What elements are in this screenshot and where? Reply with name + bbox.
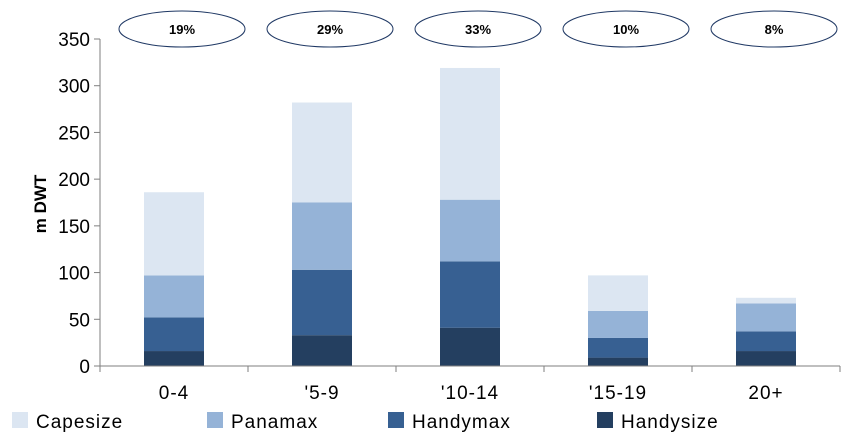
bar-panamax-20 — [736, 303, 796, 332]
bar-handymax-10-14 — [440, 261, 500, 328]
bar-panamax-15-19 — [588, 310, 648, 338]
bar-handysize-10-14 — [440, 327, 500, 366]
legend-swatch-handysize — [597, 412, 613, 428]
bar-capesize-5-9 — [292, 102, 352, 203]
y-tick-label: 250 — [58, 123, 90, 144]
bar-handymax-20 — [736, 331, 796, 352]
annotation-group: 19% 29% 33% 10% 8% — [118, 10, 838, 48]
annotation-ellipse — [562, 10, 690, 48]
x-tick-label: '10-14 — [441, 383, 499, 404]
bar-group — [144, 67, 796, 366]
legend-swatch-handymax — [388, 412, 404, 428]
legend: Capesize Panamax Handymax Handysize — [12, 412, 719, 433]
x-tick-label: '15-19 — [589, 383, 647, 404]
y-tick-label: 0 — [79, 357, 90, 378]
annotation-label: 19% — [169, 22, 195, 37]
bar-handymax-15-19 — [588, 337, 648, 358]
axes-group: 0 50 100 150 200 250 300 350 0-4 '5-9 '10-14 '15-19… — [58, 30, 841, 404]
annotation-ellipse — [414, 10, 542, 48]
bar-handysize-20 — [736, 351, 796, 366]
y-tick-label: 200 — [58, 170, 90, 191]
y-tick-label: 150 — [58, 217, 90, 238]
x-tick-label: 0-4 — [159, 383, 189, 404]
y-tick-label: 100 — [58, 264, 90, 285]
legend-swatch-capesize — [12, 412, 28, 428]
annotation-label: 8% — [765, 22, 784, 37]
bar-panamax-0-4 — [144, 275, 204, 318]
bar-panamax-10-14 — [440, 199, 500, 262]
y-tick-label: 350 — [58, 30, 90, 51]
bar-capesize-15-19 — [588, 275, 648, 311]
annotation-ellipse — [118, 10, 246, 48]
annotation-label: 29% — [317, 22, 343, 37]
bar-handysize-15-19 — [588, 357, 648, 366]
bar-handymax-5-9 — [292, 269, 352, 336]
y-tick-label: 50 — [69, 310, 90, 331]
bar-capesize-0-4 — [144, 192, 204, 276]
bar-capesize-10-14 — [440, 67, 500, 200]
legend-label-panamax: Panamax — [231, 412, 318, 433]
annotation-ellipse — [266, 10, 394, 48]
legend-label-capesize: Capesize — [36, 412, 123, 433]
x-tick-label: 20+ — [748, 383, 783, 404]
annotation-ellipse — [710, 10, 838, 48]
bar-capesize-20 — [736, 297, 796, 304]
annotation-label: 10% — [613, 22, 639, 37]
bar-handymax-0-4 — [144, 317, 204, 352]
bar-handysize-5-9 — [292, 335, 352, 366]
legend-label-handymax: Handymax — [412, 412, 511, 433]
bar-panamax-5-9 — [292, 202, 352, 270]
y-tick-label: 300 — [58, 77, 90, 98]
bar-handysize-0-4 — [144, 351, 204, 366]
y-axis-label: m DWT — [31, 174, 50, 233]
legend-label-handysize: Handysize — [621, 412, 719, 433]
x-tick-label: '5-9 — [304, 383, 339, 404]
legend-swatch-panamax — [207, 412, 223, 428]
annotation-label: 33% — [465, 22, 491, 37]
